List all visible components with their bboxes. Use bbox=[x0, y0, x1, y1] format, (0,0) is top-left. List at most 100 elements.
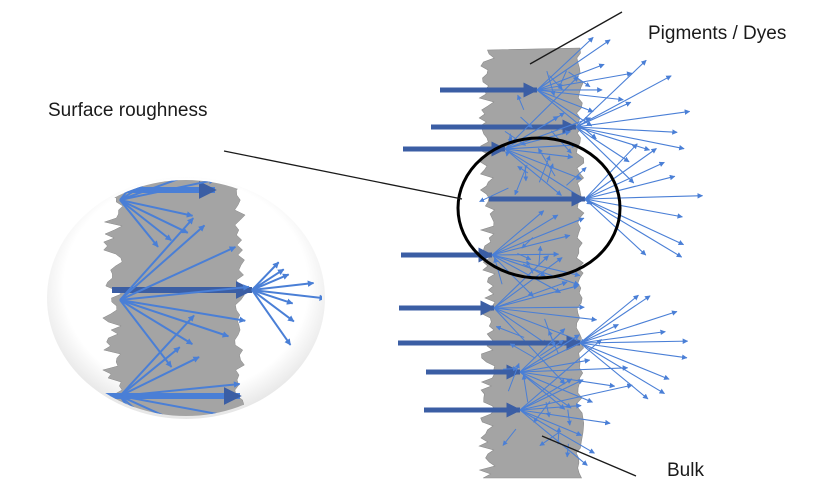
internal-ray bbox=[502, 428, 517, 446]
scattered-ray bbox=[519, 334, 580, 373]
zoom-scattered-ray bbox=[119, 224, 206, 301]
scattered-ray bbox=[536, 89, 593, 127]
scattered-ray bbox=[575, 126, 678, 135]
internal-ray bbox=[520, 116, 533, 129]
zoom-scattered-ray bbox=[119, 199, 159, 248]
scattered-ray bbox=[504, 148, 582, 180]
surface-leader-line bbox=[223, 150, 463, 200]
scattered-ray bbox=[491, 254, 580, 286]
scattered-ray bbox=[493, 284, 579, 309]
internal-ray bbox=[558, 70, 567, 89]
scattered-ray bbox=[504, 76, 579, 150]
scattered-ray bbox=[493, 281, 568, 309]
pigments-dyes-label: Pigments / Dyes bbox=[648, 23, 787, 44]
scattered-ray bbox=[493, 307, 548, 346]
zoom-scattered-ray bbox=[119, 199, 172, 242]
scattered-ray bbox=[519, 358, 591, 373]
zoom-scattered-ray bbox=[251, 289, 322, 301]
scattered-ray bbox=[519, 371, 572, 409]
zoom-scattered-ray bbox=[251, 268, 285, 291]
internal-ray bbox=[507, 363, 520, 392]
internal-ray bbox=[556, 427, 562, 445]
zoom-scattered-ray bbox=[119, 381, 241, 397]
internal-ray bbox=[537, 245, 543, 266]
internal-ray bbox=[546, 163, 554, 183]
internal-ray bbox=[517, 253, 532, 260]
scattered-ray bbox=[579, 295, 651, 344]
pigments-leader-line bbox=[529, 11, 623, 65]
scattered-ray bbox=[575, 126, 685, 151]
zoom-scattered-ray bbox=[251, 289, 294, 305]
internal-ray bbox=[544, 318, 556, 347]
scattered-ray bbox=[504, 130, 571, 150]
zoom-scattered-ray bbox=[119, 299, 193, 346]
scattered-ray bbox=[519, 328, 566, 373]
zoom-scattered-ray bbox=[251, 261, 280, 291]
scattered-ray bbox=[519, 403, 582, 411]
zoom-scattered-ray bbox=[119, 299, 246, 323]
scattered-ray bbox=[584, 143, 638, 200]
scattered-ray bbox=[491, 254, 561, 294]
scattered-ray bbox=[491, 214, 559, 256]
scattered-ray bbox=[493, 307, 598, 323]
internal-ray bbox=[495, 325, 525, 338]
internal-ray bbox=[517, 94, 525, 111]
scattered-ray bbox=[575, 126, 635, 184]
scattered-ray bbox=[575, 75, 672, 128]
internal-ray bbox=[566, 167, 587, 186]
internal-ray bbox=[538, 155, 551, 183]
bulk-leader-line bbox=[541, 435, 637, 477]
scattered-ray bbox=[491, 251, 560, 258]
zoom-scattered-ray bbox=[119, 346, 181, 397]
scattered-ray bbox=[519, 371, 593, 403]
scattered-ray bbox=[491, 233, 571, 256]
internal-ray bbox=[504, 130, 527, 146]
scattered-ray bbox=[584, 198, 685, 246]
internal-ray bbox=[540, 339, 564, 357]
zoom-scattered-ray bbox=[119, 314, 195, 397]
scattered-ray bbox=[519, 409, 588, 466]
zoom-inset bbox=[47, 177, 325, 419]
internal-ray bbox=[538, 147, 556, 177]
zoom-scattered-ray bbox=[251, 273, 290, 291]
zoom-scattered-ray bbox=[119, 199, 189, 234]
scattered-ray bbox=[519, 409, 583, 437]
zoom-scattered-ray bbox=[119, 217, 195, 301]
internal-ray bbox=[546, 70, 556, 97]
zoom-scattered-ray bbox=[119, 395, 190, 416]
scattered-ray bbox=[584, 148, 657, 200]
scattered-ray bbox=[519, 324, 619, 373]
internal-ray bbox=[566, 409, 572, 426]
internal-ray bbox=[479, 187, 509, 203]
scattered-ray bbox=[504, 117, 592, 150]
zoom-scattered-ray bbox=[251, 289, 295, 323]
scattered-ray bbox=[491, 217, 585, 256]
zoom-scattered-ray bbox=[119, 180, 216, 201]
zoom-scattered-ray bbox=[119, 356, 200, 397]
scattered-ray bbox=[579, 329, 666, 344]
scattered-ray bbox=[519, 383, 633, 411]
zoom-scattered-ray bbox=[251, 289, 292, 346]
scattered-ray bbox=[575, 109, 691, 128]
scattered-ray bbox=[519, 365, 629, 373]
scattered-ray bbox=[579, 310, 678, 344]
zoom-scattered-ray bbox=[119, 180, 160, 201]
surface-highlight-circle bbox=[456, 136, 622, 280]
surface-roughness-label: Surface roughness bbox=[48, 100, 208, 121]
scattered-ray bbox=[519, 379, 584, 411]
internal-ray bbox=[523, 165, 529, 182]
scattered-ray bbox=[575, 126, 630, 163]
scattered-ray bbox=[579, 342, 688, 360]
scattered-ray bbox=[519, 409, 611, 426]
internal-ray bbox=[533, 401, 551, 423]
scattered-ray bbox=[493, 257, 563, 309]
scattered-ray bbox=[584, 174, 676, 200]
scattered-ray bbox=[491, 254, 581, 278]
internal-ray bbox=[521, 237, 534, 249]
scattered-ray bbox=[575, 101, 632, 128]
scattered-ray bbox=[493, 304, 585, 311]
internal-ray bbox=[545, 402, 551, 418]
internal-ray bbox=[493, 257, 503, 285]
scattered-ray bbox=[536, 63, 605, 91]
